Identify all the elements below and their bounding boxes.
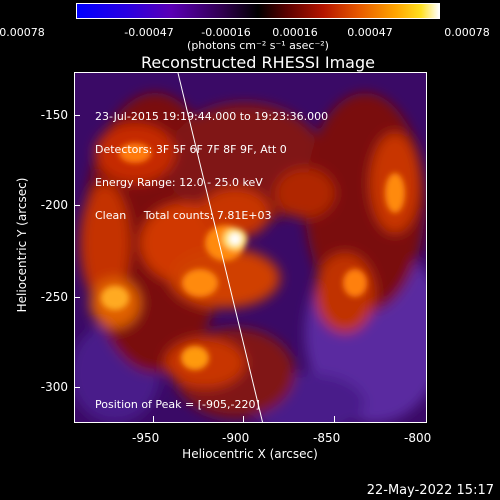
y-tick-mark (74, 297, 80, 298)
y-tick-mark (74, 205, 80, 206)
x-axis-label: Heliocentric X (arcsec) (182, 447, 318, 461)
colorbar-tick: -0.00047 (124, 26, 174, 39)
info-counts: Clean Total counts: 7.81E+03 (95, 209, 272, 222)
colorbar-tick: -0.00078 (0, 26, 45, 39)
info-detectors: Detectors: 3F 5F 6F 7F 8F 9F, Att 0 (95, 143, 287, 156)
x-tick-label: -900 (222, 431, 250, 445)
y-tick-label: -250 (40, 290, 68, 304)
x-tick-mark (334, 416, 335, 422)
x-tick-mark (153, 416, 154, 422)
image-title: Reconstructed RHESSI Image (141, 53, 375, 72)
y-tick-label: -150 (40, 108, 68, 122)
y-tick-label: -300 (40, 380, 68, 394)
colorbar-tick: 0.00047 (347, 26, 393, 39)
info-energy-range: Energy Range: 12.0 - 25.0 keV (95, 176, 263, 189)
x-tick-label: -850 (313, 431, 341, 445)
y-tick-mark (74, 387, 80, 388)
rhessi-image (75, 73, 426, 422)
y-tick-mark (74, 115, 80, 116)
colorbar-tick: 0.00078 (444, 26, 490, 39)
colorbar-tick: 0.00016 (272, 26, 318, 39)
x-tick-mark (243, 416, 244, 422)
peak-position: Position of Peak = [-905,-220] (95, 398, 260, 411)
x-tick-label: -800 (404, 431, 432, 445)
colorbar-units: (photons cm⁻² s⁻¹ asec⁻²) (187, 39, 329, 52)
colorbar-tick: -0.00016 (201, 26, 251, 39)
y-axis-label: Heliocentric Y (arcsec) (15, 177, 29, 313)
y-tick-label: -200 (40, 198, 68, 212)
info-time-range: 23-Jul-2015 19:19:44.000 to 19:23:36.000 (95, 110, 329, 123)
image-plot[interactable]: 23-Jul-2015 19:19:44.000 to 19:23:36.000… (74, 72, 427, 423)
x-tick-label: -950 (132, 431, 160, 445)
timestamp: 22-May-2022 15:17 (366, 483, 494, 498)
colorbar (76, 3, 440, 19)
observation-info: 23-Jul-2015 19:19:44.000 to 19:23:36.000… (95, 89, 328, 243)
